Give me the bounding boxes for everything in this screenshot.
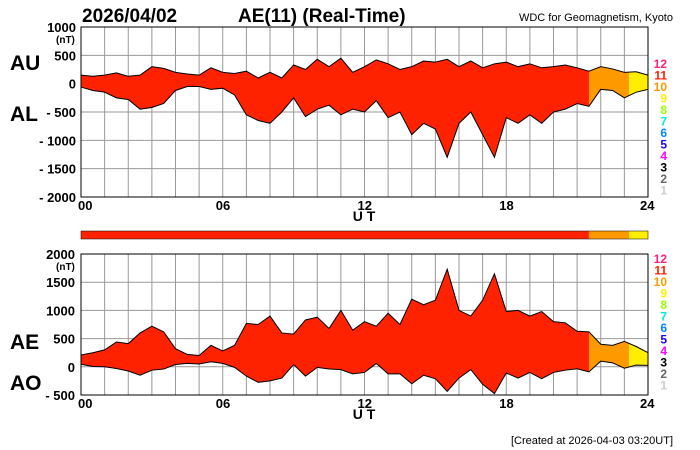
y-tick-label: 1000: [47, 20, 76, 35]
y-tick-label: 500: [54, 48, 76, 63]
legend-station-count: 2: [660, 367, 667, 381]
y-tick-label: 1500: [46, 275, 75, 290]
x-axis-label: U T: [353, 406, 376, 422]
y-tick-label: - 2000: [39, 190, 76, 205]
area-fill-level-11: [81, 269, 589, 394]
label-al: AL: [10, 103, 38, 126]
legend-station-count: 11: [654, 264, 667, 278]
legend-station-count: 3: [660, 356, 667, 370]
x-tick-label: 18: [499, 396, 513, 411]
y-tick-label: 0: [68, 360, 75, 375]
created-label: [Created at 2026-04-03 03:20UT]: [511, 435, 673, 447]
series-line-al: [80, 86, 649, 159]
x-tick-label: 12: [358, 396, 372, 411]
legend-station-count: 7: [660, 310, 667, 324]
area-fill-level-10: [588, 66, 630, 107]
area-fill-level-9: [629, 343, 648, 367]
legend-station-count: 8: [660, 103, 667, 117]
plot-frame: [80, 253, 649, 396]
y-tick-label: 500: [53, 332, 75, 347]
x-tick-label: 00: [78, 396, 92, 411]
y-tick-label: 2000: [46, 247, 75, 262]
legend-station-count: 4: [660, 149, 667, 163]
series-line-ao: [80, 360, 649, 395]
unit-label: (nT): [56, 262, 75, 273]
label-ae: AE: [10, 331, 39, 354]
x-tick-label: 24: [640, 396, 655, 411]
legend-station-count: 9: [660, 287, 667, 301]
panel-au-al: 1000 500 0 - 500 - 1000 - 1500 - 2000 (nT) 00 06 1…: [10, 20, 667, 224]
legend-station-count: 1: [660, 184, 667, 198]
legend-station-count: 12: [654, 57, 668, 71]
area-fill-level-9: [629, 71, 648, 96]
legend-station-count: 11: [654, 69, 667, 83]
label-ao: AO: [10, 372, 42, 395]
legend-station-count: 8: [660, 298, 667, 312]
legend-station-count: 2: [660, 172, 667, 186]
x-tick-label: 06: [216, 198, 230, 213]
legend-station-count: 9: [660, 92, 667, 106]
y-tick-label: 1000: [46, 303, 75, 318]
legend-station-count: 7: [660, 115, 667, 129]
x-tick-label: 12: [358, 198, 372, 213]
legend-station-count: 5: [660, 138, 667, 152]
area-fill-level-11: [81, 58, 589, 158]
series-line-au: [80, 57, 649, 79]
date-title: 2026/04/02: [82, 6, 177, 27]
y-tick-label: 0: [69, 77, 76, 92]
x-tick-label: 00: [78, 198, 92, 213]
legend-station-count: 12: [654, 252, 668, 266]
y-tick-label: - 500: [46, 105, 76, 120]
legend-station-count: 6: [660, 321, 667, 335]
x-tick-label: 06: [216, 396, 230, 411]
chart-title: AE(11) (Real-Time): [238, 6, 406, 27]
x-axis-label: U T: [353, 208, 376, 224]
legend-station-count: 6: [660, 126, 667, 140]
legend-station-count: 4: [660, 344, 667, 358]
station-count-bar-segment: [81, 231, 589, 239]
area-fill-level-10: [588, 331, 630, 372]
y-tick-label: - 1000: [39, 133, 76, 148]
y-tick-label: - 500: [45, 388, 75, 403]
station-count-bar: [80, 230, 649, 240]
station-count-bar-segment: [588, 231, 630, 239]
legend-station-count: 1: [660, 379, 667, 393]
x-tick-label: 18: [499, 198, 513, 213]
station-count-bar-segment: [629, 231, 648, 239]
legend-station-count: 5: [660, 333, 667, 347]
label-au: AU: [10, 52, 40, 75]
x-tick-label: 24: [640, 198, 655, 213]
legend-station-count: 10: [654, 80, 668, 94]
source-label: WDC for Geomagnetism, Kyoto: [519, 12, 673, 24]
unit-label: (nT): [56, 35, 75, 46]
legend-station-count: 3: [660, 161, 667, 175]
series-line-ae: [80, 267, 649, 357]
plot-frame: [80, 26, 649, 198]
legend-station-count: 10: [654, 275, 668, 289]
y-tick-label: - 1500: [39, 162, 76, 177]
